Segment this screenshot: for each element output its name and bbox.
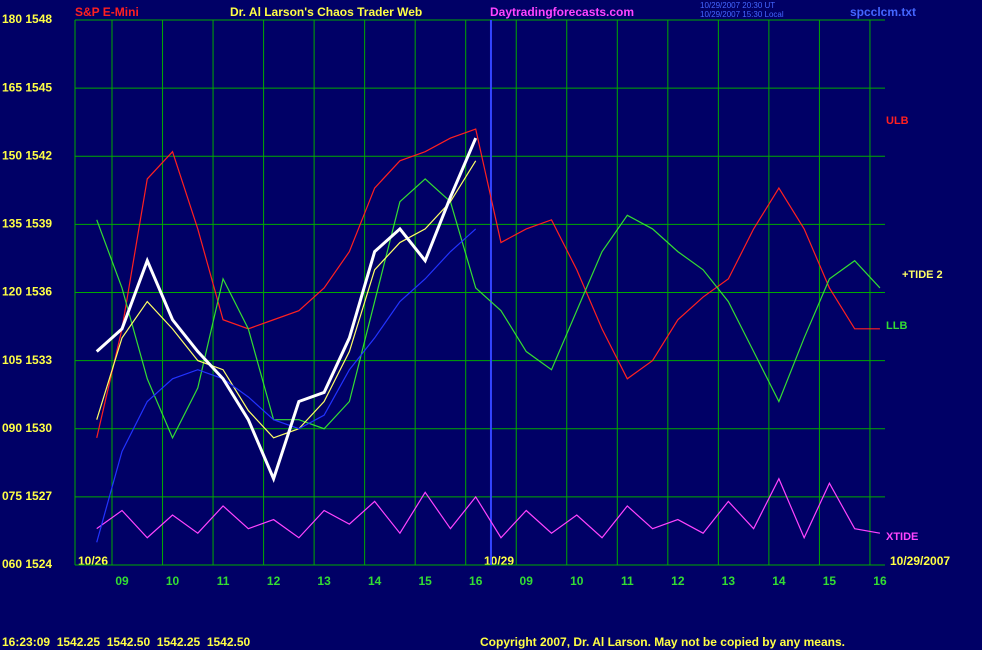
y-tick-label: 135 1539 — [2, 217, 52, 231]
symbol: S&P E-Mini — [75, 5, 139, 19]
timestamp: 10/29/2007 15:30 Local — [700, 10, 784, 19]
y-tick-label: 105 1533 — [2, 353, 52, 367]
x-tick-label: 14 — [368, 574, 382, 588]
date-label: 10/26 — [78, 554, 108, 568]
x-tick-label: 10 — [570, 574, 584, 588]
x-tick-label: 11 — [217, 574, 230, 588]
series-line — [96, 160, 477, 439]
series-line — [96, 477, 881, 540]
x-tick-label: 16 — [873, 574, 887, 588]
series-label: ULB — [886, 115, 909, 127]
y-tick-label: 060 1524 — [2, 557, 52, 571]
y-tick-label: 180 1548 — [2, 12, 52, 26]
y-tick-label: 120 1536 — [2, 285, 52, 299]
series-label: XTIDE — [886, 531, 918, 543]
y-tick-label: 090 1530 — [2, 421, 52, 435]
x-tick-label: 16 — [469, 574, 483, 588]
y-tick-label: 075 1527 — [2, 489, 52, 503]
series-line — [96, 128, 880, 438]
series-label: +TIDE 2 — [902, 269, 943, 281]
y-tick-label: 165 1545 — [2, 80, 52, 94]
x-tick-label: 15 — [418, 574, 432, 588]
x-tick-label: 10 — [166, 574, 180, 588]
x-tick-label: 12 — [267, 574, 281, 588]
date-label: 10/29/2007 — [890, 554, 950, 568]
copyright: Copyright 2007, Dr. Al Larson. May not b… — [480, 635, 845, 649]
x-tick-label: 11 — [621, 574, 634, 588]
x-tick-label: 12 — [671, 574, 685, 588]
x-tick-label: 09 — [520, 574, 534, 588]
x-tick-label: 14 — [772, 574, 786, 588]
quote: 16:23:09 1542.25 1542.50 1542.25 1542.50 — [2, 635, 251, 649]
series-label: LLB — [886, 320, 907, 332]
x-tick-label: 13 — [317, 574, 331, 588]
series-line — [96, 178, 881, 440]
x-tick-label: 13 — [722, 574, 736, 588]
date-label: 10/29 — [484, 554, 514, 568]
timestamp: 10/29/2007 20:30 UT — [700, 1, 775, 10]
website: Daytradingforecasts.com — [490, 5, 634, 19]
series-line — [95, 137, 478, 483]
y-tick-label: 150 1542 — [2, 148, 52, 162]
file-name: spcclcm.txt — [850, 5, 916, 19]
x-tick-label: 09 — [115, 574, 129, 588]
x-tick-label: 15 — [823, 574, 837, 588]
series-line — [96, 228, 477, 543]
chart-title: Dr. Al Larson's Chaos Trader Web — [230, 5, 422, 19]
